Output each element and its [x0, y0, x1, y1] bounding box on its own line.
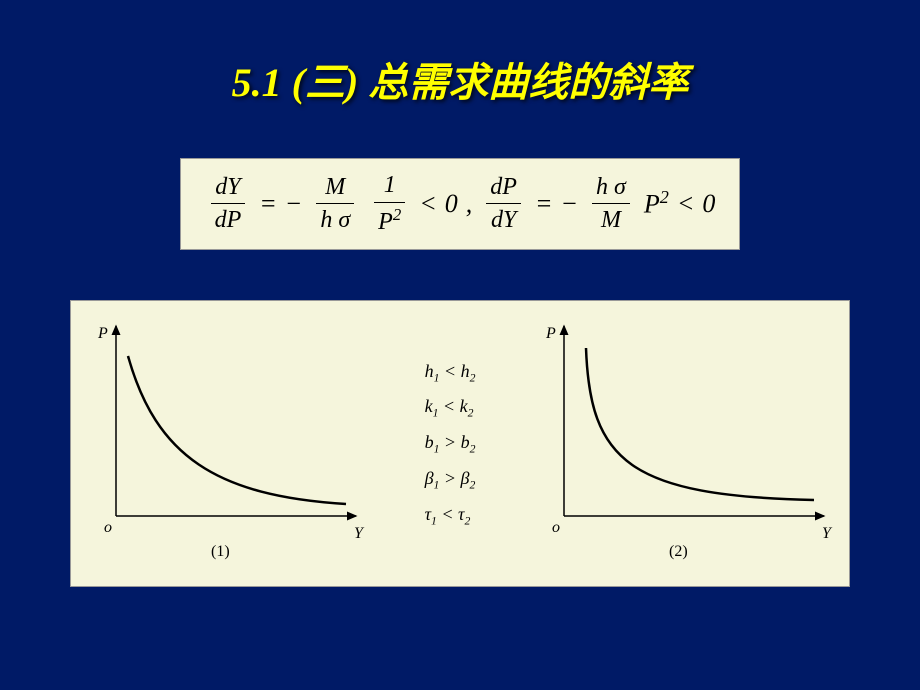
condition-row: τ1 < τ2	[425, 497, 476, 533]
frac-dp-dy: dP dY	[486, 173, 521, 236]
den-p2-base: P	[378, 209, 393, 235]
num-dy: dY	[211, 173, 246, 205]
eq-sign-1: =	[259, 188, 277, 219]
conditions-list: h1 < h2 k1 < k2 b1 > b2 β1 > β2 τ1 < τ2	[425, 354, 476, 533]
x-label-1: Y	[354, 525, 365, 542]
equation-content: dY dP = − M h σ 1 P2 < 0 , dP dY = − h	[201, 171, 719, 237]
frac-m-hsigma: M h σ	[316, 173, 354, 236]
lt-sign-2: <	[677, 188, 695, 219]
p-base: P	[644, 190, 660, 219]
slide-title: 5.1 (三) 总需求曲线的斜率	[50, 50, 870, 108]
num-hsigma: h σ	[592, 173, 630, 205]
frac-1-p2: 1 P2	[374, 171, 405, 237]
graph-2-svg: P Y o (2)	[534, 316, 834, 566]
graph-1-label: (1)	[211, 543, 230, 560]
curve-2	[586, 348, 814, 500]
slide-container: 5.1 (三) 总需求曲线的斜率 dY dP = − M h σ 1 P2 < …	[0, 0, 920, 690]
condition-row: k1 < k2	[425, 389, 476, 425]
zero-1: 0	[445, 188, 458, 219]
neg-sign-1: −	[285, 188, 303, 219]
zero-2: 0	[702, 188, 715, 219]
p-sup: 2	[660, 187, 669, 207]
den-hsigma: h σ	[316, 204, 354, 235]
graph-2-label: (2)	[669, 543, 688, 560]
den-m: M	[592, 204, 630, 235]
den-p2-sup: 2	[393, 205, 401, 224]
num-1: 1	[374, 171, 405, 203]
origin-1: o	[104, 519, 112, 536]
frac-dy-dp: dY dP	[211, 173, 246, 236]
condition-row: h1 < h2	[425, 354, 476, 390]
den-dp: dP	[211, 204, 246, 235]
equation-box: dY dP = − M h σ 1 P2 < 0 , dP dY = − h	[180, 158, 740, 250]
graph-2-container: P Y o (2)	[534, 316, 834, 571]
condition-row: b1 > b2	[425, 425, 476, 461]
den-p2: P2	[374, 203, 405, 237]
condition-row: β1 > β2	[425, 461, 476, 497]
num-dp: dP	[486, 173, 521, 205]
origin-2: o	[552, 519, 560, 536]
y-label-1: P	[97, 325, 108, 342]
curve-1	[128, 356, 346, 504]
den-dy: dY	[486, 204, 521, 235]
num-m: M	[316, 173, 354, 205]
x-label-2: Y	[822, 525, 833, 542]
graphs-box: P Y o (1) h1 < h2 k1 < k2 b1 > b2 β1 > β…	[70, 300, 850, 587]
graph-1-svg: P Y o (1)	[86, 316, 366, 566]
y-label-2: P	[545, 325, 556, 342]
comma: ,	[466, 188, 473, 219]
neg-sign-2: −	[561, 188, 579, 219]
graph-1-container: P Y o (1)	[86, 316, 366, 571]
eq-sign-2: =	[535, 188, 553, 219]
lt-sign-1: <	[419, 188, 437, 219]
p-squared: P2	[644, 187, 669, 220]
frac-hsigma-m: h σ M	[592, 173, 630, 236]
